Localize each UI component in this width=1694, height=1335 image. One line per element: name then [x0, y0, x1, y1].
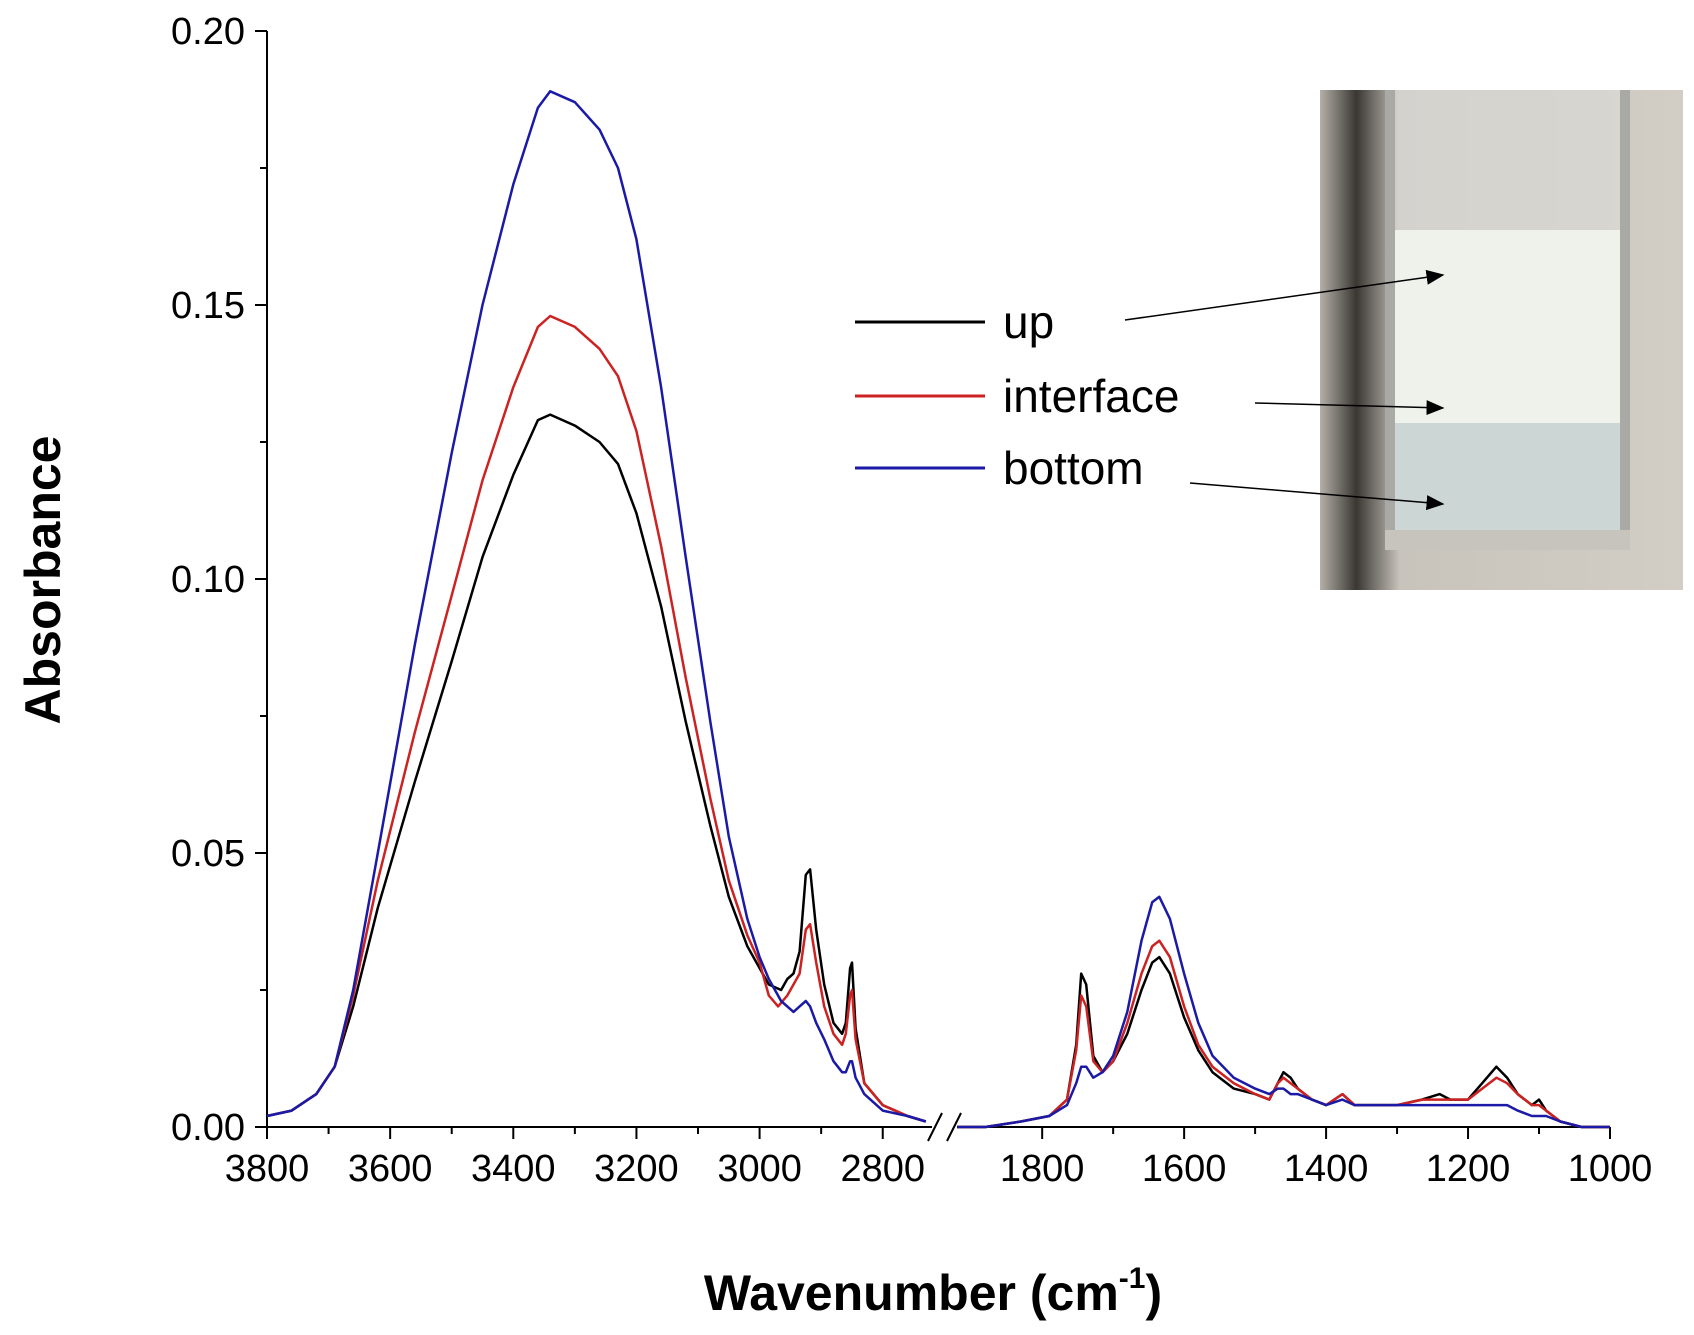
- axis-break-mark: [927, 1112, 943, 1142]
- x-axis-title: Wavenumber (cm-1): [704, 1262, 1162, 1321]
- axes: 0.00 0.05 0.10 0.15 0.20 3800 3600 3400 3200 3000…: [171, 11, 1652, 1190]
- x-tick-label: 1800: [1000, 1148, 1085, 1190]
- x-tick-label: 1000: [1568, 1148, 1653, 1190]
- series-line-bottom-left: [266, 90, 927, 1123]
- annotation-arrows: [1124, 269, 1445, 511]
- x-tick-label: 3400: [471, 1148, 556, 1190]
- x-tick-label: 3000: [717, 1148, 802, 1190]
- series-line-up-right: [957, 955, 1610, 1129]
- legend: up interface bottom: [855, 296, 1179, 494]
- y-tick-label: 0.20: [171, 11, 245, 53]
- x-tick-label: 1600: [1142, 1148, 1227, 1190]
- y-tick-label: 0.15: [171, 285, 245, 327]
- y-tick-label: 0.10: [171, 559, 245, 601]
- x-tick-label: 2800: [840, 1148, 925, 1190]
- y-axis-title: Absorbance: [15, 436, 71, 725]
- series-line-bottom-right: [957, 895, 1610, 1129]
- y-tick-label: 0.00: [171, 1107, 245, 1149]
- axis-break-mark: [946, 1112, 962, 1142]
- legend-label-bottom: bottom: [1003, 442, 1144, 494]
- legend-label-interface: interface: [1003, 370, 1179, 422]
- legend-label-up: up: [1003, 296, 1054, 348]
- x-tick-label: 1200: [1426, 1148, 1511, 1190]
- spectrum-curves: [266, 90, 1610, 1129]
- y-tick-label: 0.05: [171, 833, 245, 875]
- inset-cuvette-photo: [1320, 90, 1683, 590]
- series-line-up-left: [266, 413, 927, 1123]
- arrow-interface: [1254, 400, 1445, 416]
- series-line-interface-left: [266, 314, 927, 1123]
- x-tick-label: 3600: [348, 1148, 433, 1190]
- x-tick-label: 3200: [594, 1148, 679, 1190]
- arrow-up: [1124, 269, 1445, 321]
- arrow-bottom: [1189, 482, 1445, 511]
- x-tick-label: 3800: [225, 1148, 310, 1190]
- x-tick-label: 1400: [1284, 1148, 1369, 1190]
- series-line-interface-right: [957, 939, 1610, 1129]
